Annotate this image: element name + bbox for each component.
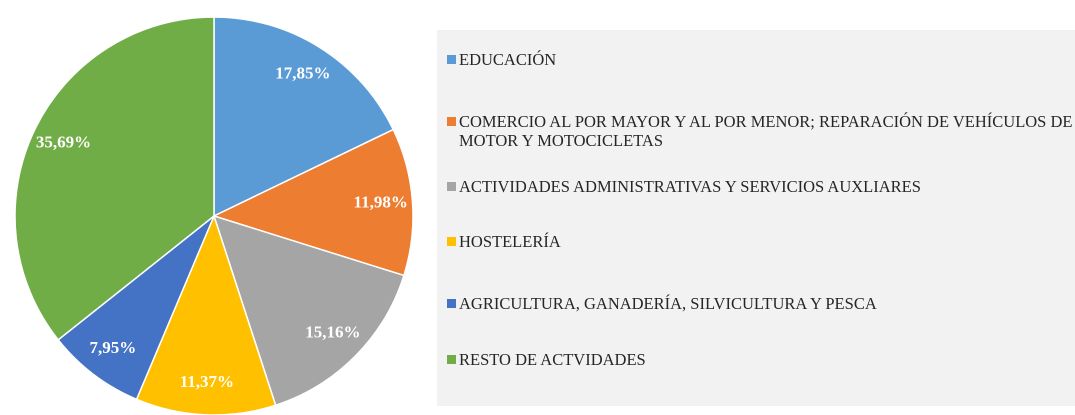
- pie-slice: [211, 128, 414, 277]
- legend-label: ACTIVIDADES ADMINISTRATIVAS Y SERVICIOS …: [459, 177, 921, 196]
- legend-swatch: [447, 182, 456, 191]
- data-label: 11,98%: [354, 193, 408, 212]
- legend-label: EDUCACIÓN: [459, 50, 557, 69]
- legend-label: AGRICULTURA, GANADERÍA, SILVICULTURA Y P…: [459, 294, 877, 313]
- pie-slice: [212, 214, 405, 407]
- legend-swatch: [447, 117, 456, 126]
- pie-slice: [57, 215, 215, 401]
- data-label: 7,95%: [90, 338, 137, 357]
- legend-swatch: [447, 299, 456, 308]
- legend-entry: COMERCIO AL POR MAYOR Y AL POR MENOR; RE…: [447, 112, 1075, 150]
- legend-entry: ACTIVIDADES ADMINISTRATIVAS Y SERVICIOS …: [447, 177, 1075, 196]
- legend-swatch: [447, 237, 456, 246]
- legend-entry: AGRICULTURA, GANADERÍA, SILVICULTURA Y P…: [447, 294, 1075, 313]
- legend-label: COMERCIO AL POR MAYOR Y AL POR MENOR; RE…: [459, 112, 1073, 150]
- data-label: 15,16%: [305, 322, 360, 341]
- data-label: 11,37%: [180, 372, 234, 391]
- legend-label: HOSTELERÍA: [459, 232, 561, 251]
- legend-entry: HOSTELERÍA: [447, 232, 1075, 251]
- legend-entry: EDUCACIÓN: [447, 50, 1075, 69]
- legend: EDUCACIÓN COMERCIO AL POR MAYOR Y AL POR …: [437, 30, 1075, 406]
- legend-entry: RESTO DE ACTVIDADES: [447, 350, 1075, 369]
- legend-label: RESTO DE ACTVIDADES: [459, 350, 646, 369]
- data-label: 35,69%: [36, 132, 91, 151]
- pie: 17,85% 11,98% 15,16% 11,37% 7,95% 35,69%: [14, 16, 414, 415]
- pie-slice: [213, 16, 395, 218]
- pie-slice: [14, 16, 215, 341]
- legend-swatch: [447, 355, 456, 364]
- data-label: 17,85%: [275, 63, 330, 82]
- legend-swatch: [447, 55, 456, 64]
